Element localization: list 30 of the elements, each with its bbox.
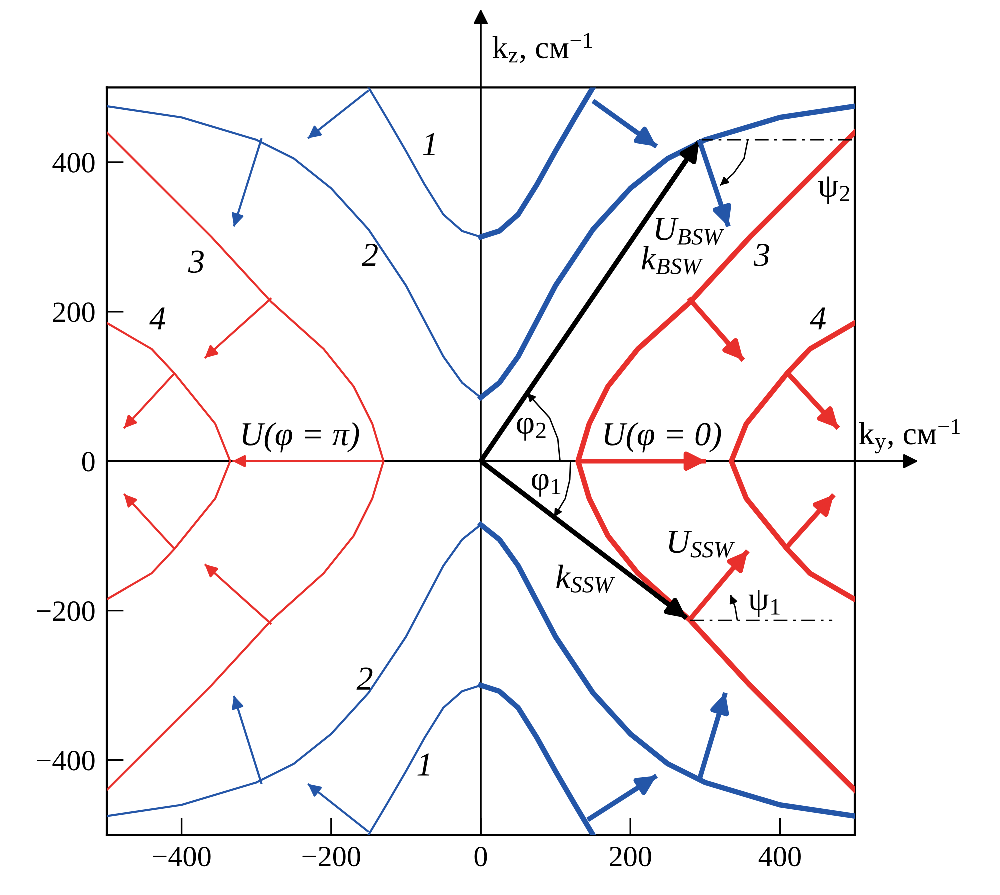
y-axis-title: k$_{z}$, см$^{−1}$ <box>492 33 592 64</box>
annotation: 4 <box>810 308 826 330</box>
x-tick-label: 200 <box>610 846 652 867</box>
y-tick-label: 200 <box>53 302 95 322</box>
y-tick-label: −400 <box>37 751 95 771</box>
y-tick-label: 400 <box>52 153 95 173</box>
annotation: 1 <box>418 754 430 776</box>
x-tick-label: 0 <box>474 846 488 867</box>
annotation: 2 <box>362 244 378 266</box>
annotation: 2 <box>356 668 373 690</box>
x-tick-label: 400 <box>758 846 801 867</box>
annotation: φ$_{1}$ <box>532 474 561 497</box>
x-tick-label: −200 <box>302 846 360 867</box>
annotation: 3 <box>754 244 770 266</box>
annotation: k$_{SSW}$ <box>556 564 616 593</box>
annotation: ψ$_{2}$ <box>818 176 850 204</box>
annotation: U(φ = π) <box>242 422 360 453</box>
annotation: 4 <box>150 308 166 330</box>
y-tick-label: 0 <box>82 452 95 472</box>
x-tick-label: −400 <box>153 846 211 867</box>
annotation: U(φ = 0) <box>604 422 722 453</box>
annotation: φ$_{2}$ <box>517 418 546 441</box>
annotation: ψ$_{1}$ <box>748 590 780 618</box>
annotation: U$_{BSW}$ <box>656 218 724 246</box>
y-tick-label: −200 <box>37 602 95 622</box>
annotation: k$_{BSW}$ <box>642 246 704 275</box>
annotation: U$_{SSW}$ <box>669 531 736 558</box>
annotation: 3 <box>188 250 204 274</box>
annotation: 1 <box>422 134 435 156</box>
x-axis-title: k$_{y}$, см$^{−1}$ <box>859 419 960 454</box>
